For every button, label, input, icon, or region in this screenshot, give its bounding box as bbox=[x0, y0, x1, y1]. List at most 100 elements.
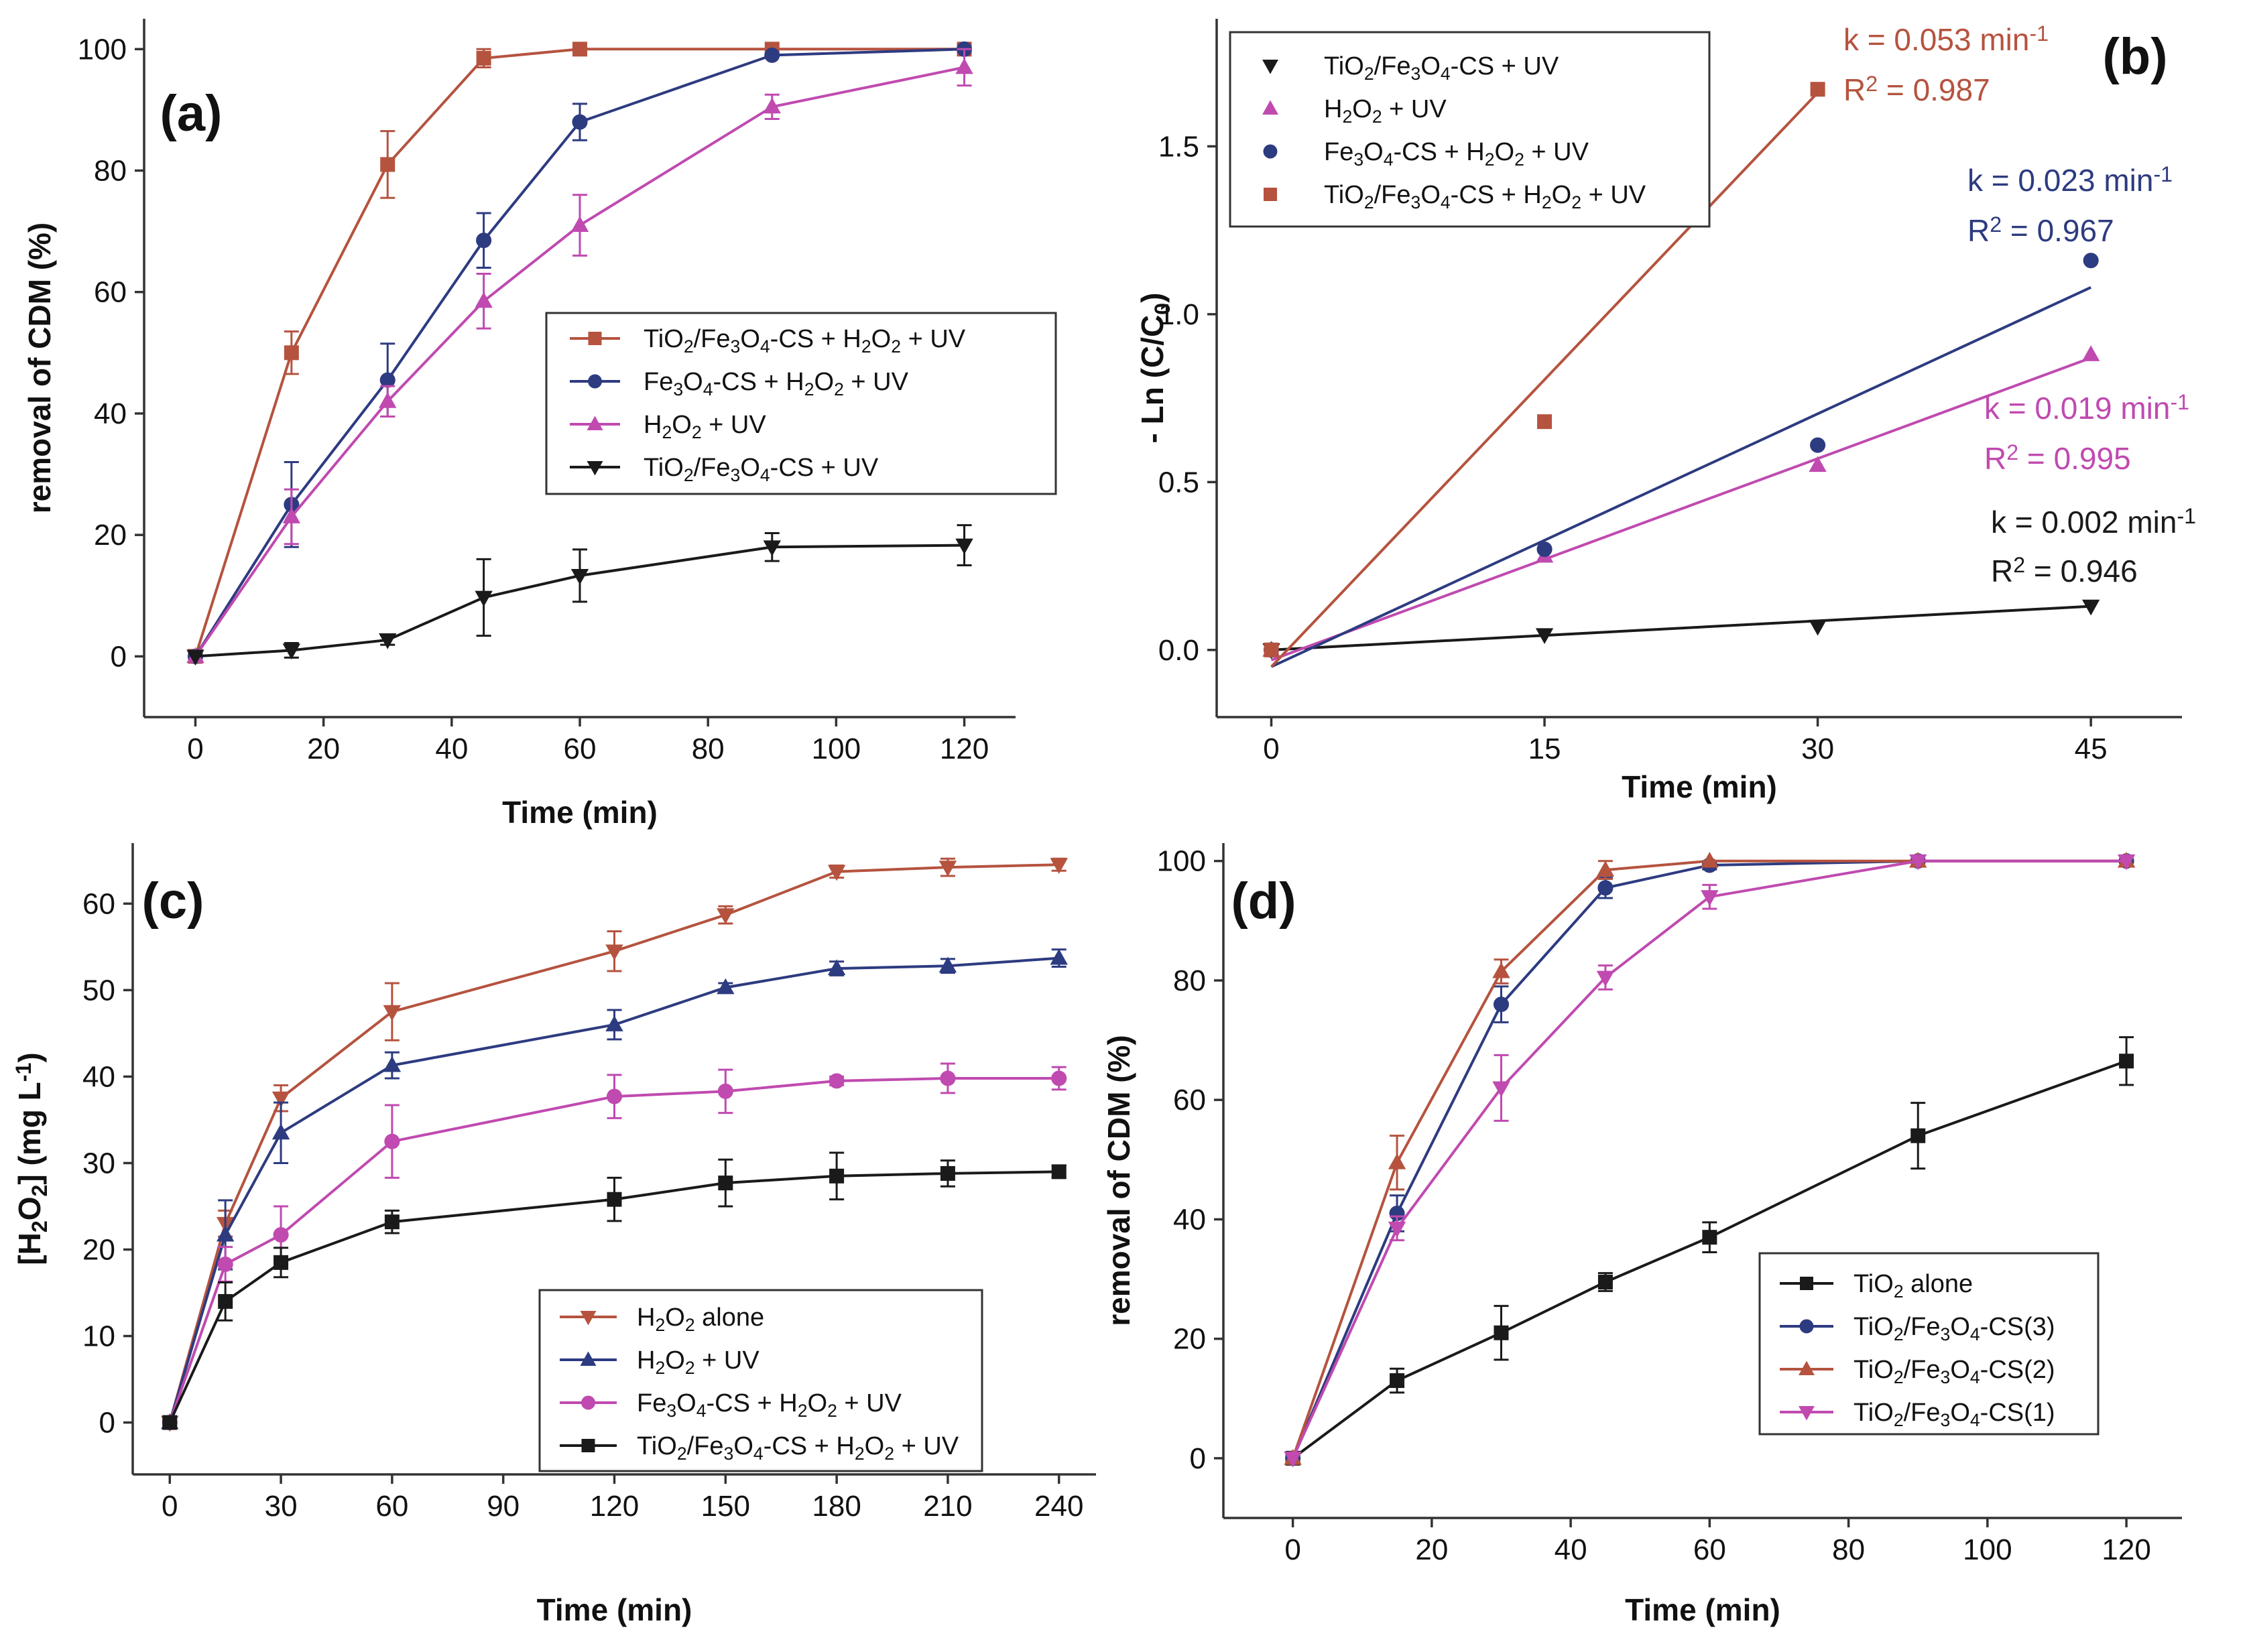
x-tick-label: 60 bbox=[375, 1490, 408, 1523]
fit-line bbox=[1270, 91, 1819, 668]
rate-constant-label: k = 0.023 min-1 bbox=[1967, 162, 2173, 198]
legend-marker bbox=[587, 416, 603, 430]
panel-label: (b) bbox=[2102, 28, 2167, 85]
y-tick-label: 20 bbox=[82, 1233, 115, 1266]
data-point bbox=[1388, 1153, 1406, 1169]
legend: TiO2/Fe3O4-CS + H2O2 + UV Fe3O4-CS + H2O2… bbox=[545, 312, 1057, 495]
x-tick-label: 0 bbox=[1263, 733, 1279, 765]
legend-entry: TiO2/Fe3O4-CS(1) bbox=[1853, 1399, 2055, 1430]
x-tick-label: 240 bbox=[1034, 1490, 1083, 1523]
y-axis-title: [H2O2] (mg L-1) bbox=[11, 1052, 52, 1265]
data-point bbox=[606, 1088, 623, 1104]
panel-c: 0 30 60 90 120 150 180 210 240 0 10 20 30 40 50 60 Time … bbox=[11, 843, 1096, 1627]
panel-label: (a) bbox=[160, 85, 223, 142]
data-point bbox=[1909, 854, 1927, 871]
x-tick-label: 40 bbox=[435, 733, 468, 765]
legend-entry: H2O2 + UV bbox=[1324, 95, 1447, 127]
data-point bbox=[1388, 1221, 1406, 1238]
y-axis-title-group: removal of CDM (%) bbox=[1101, 1035, 1136, 1326]
data-point bbox=[1284, 1451, 1302, 1468]
data-point bbox=[1492, 962, 1510, 978]
series-3 bbox=[162, 1151, 1067, 1430]
legend-box bbox=[1229, 31, 1711, 228]
data-point bbox=[1809, 619, 1827, 636]
data-point bbox=[379, 633, 397, 649]
data-point bbox=[2083, 253, 2099, 269]
data-point bbox=[379, 392, 397, 408]
data-point bbox=[475, 292, 493, 308]
data-point bbox=[1596, 861, 1615, 877]
x-tick-label: 120 bbox=[940, 733, 989, 765]
data-point bbox=[940, 1070, 956, 1086]
data-point bbox=[570, 216, 589, 232]
y-axis-title: removal of CDM (%) bbox=[1101, 1035, 1136, 1326]
y-axis-title-group: removal of CDM (%) bbox=[22, 223, 57, 513]
legend-marker bbox=[1262, 60, 1278, 74]
legend-marker bbox=[587, 461, 603, 476]
data-point bbox=[1535, 628, 1554, 645]
data-point bbox=[764, 47, 780, 63]
legend-marker bbox=[1799, 1406, 1815, 1421]
legend-entry: TiO2/Fe3O4-CS + H2O2 + UV bbox=[1324, 181, 1646, 212]
panel-b: 0 15 30 45 0.0 0.5 1.0 1.5 Time (min) - Ln (C/C0)… bbox=[1135, 19, 2196, 804]
legend-entry: TiO2/Fe3O4-CS(2) bbox=[1853, 1356, 2055, 1387]
data-point bbox=[1537, 414, 1553, 430]
data-point bbox=[282, 643, 301, 660]
y-tick-label: 40 bbox=[94, 397, 127, 430]
y-tick-label: 0 bbox=[111, 640, 127, 673]
data-point bbox=[1050, 948, 1068, 965]
data-point bbox=[1492, 1081, 1510, 1098]
data-point bbox=[2117, 854, 2136, 871]
x-tick-label: 80 bbox=[692, 733, 725, 765]
legend-entry: H2O2 alone bbox=[637, 1304, 764, 1335]
y-tick-label: 100 bbox=[78, 33, 127, 66]
data-point bbox=[475, 590, 493, 607]
data-point bbox=[605, 944, 623, 961]
data-point bbox=[284, 345, 299, 361]
data-point bbox=[1810, 437, 1826, 453]
x-tick-label: 0 bbox=[187, 733, 203, 765]
data-point bbox=[940, 1165, 955, 1181]
r-squared-label: R2 = 0.967 bbox=[1967, 212, 2114, 248]
fit-line bbox=[1270, 357, 2091, 661]
legend-entry: Fe3O4-CS + H2O2 + UV bbox=[637, 1389, 902, 1421]
data-point bbox=[1493, 997, 1510, 1013]
y-tick-label: 80 bbox=[1173, 964, 1206, 997]
y-tick-label: 60 bbox=[1173, 1084, 1206, 1117]
x-tick-label: 30 bbox=[265, 1490, 298, 1523]
legend-marker bbox=[1799, 1319, 1814, 1334]
data-point bbox=[384, 1133, 400, 1149]
series-1: k = 0.019 min-1 R2 = 0.995 bbox=[1262, 345, 2189, 661]
r-squared-label: R2 = 0.987 bbox=[1843, 72, 1990, 107]
x-tick-label: 180 bbox=[812, 1490, 861, 1523]
data-point bbox=[2119, 1054, 2134, 1069]
series-0: k = 0.002 min-1 R2 = 0.946 bbox=[1262, 504, 2196, 659]
data-point bbox=[717, 1083, 733, 1099]
data-point bbox=[186, 649, 204, 666]
series-3: k = 0.053 min-1 R2 = 0.987 bbox=[1264, 21, 2049, 668]
legend-marker bbox=[581, 1439, 595, 1452]
y-tick-label: 50 bbox=[82, 974, 115, 1007]
data-point bbox=[1051, 1164, 1067, 1180]
x-tick-label: 45 bbox=[2075, 733, 2108, 765]
legend-marker bbox=[588, 332, 602, 345]
y-axis-title-group: [H2O2] (mg L-1) bbox=[11, 1052, 52, 1265]
y-axis-title-group: - Ln (C/C0) bbox=[1135, 293, 1174, 444]
data-point bbox=[383, 1005, 402, 1021]
data-point bbox=[1390, 1373, 1405, 1389]
legend: TiO2/Fe3O4-CS + UV H2O2 + UV Fe3O4-CS + H2… bbox=[1229, 31, 1711, 228]
data-point bbox=[380, 157, 396, 172]
data-point bbox=[572, 42, 587, 57]
x-tick-label: 20 bbox=[1415, 1533, 1448, 1566]
legend-marker bbox=[1799, 1360, 1815, 1375]
series-2 bbox=[186, 48, 973, 663]
r-squared-label: R2 = 0.946 bbox=[1991, 553, 2138, 588]
data-point bbox=[763, 540, 781, 557]
y-tick-label: 0.5 bbox=[1158, 466, 1199, 499]
data-point bbox=[955, 58, 973, 74]
legend: H2O2 alone H2O2 + UV Fe3O4-CS + H2O2 + UV T… bbox=[538, 1289, 983, 1472]
x-tick-label: 0 bbox=[162, 1490, 178, 1523]
legend-entry: TiO2/Fe3O4-CS + UV bbox=[644, 454, 879, 485]
data-point bbox=[718, 1176, 733, 1191]
y-tick-label: 60 bbox=[82, 887, 115, 920]
